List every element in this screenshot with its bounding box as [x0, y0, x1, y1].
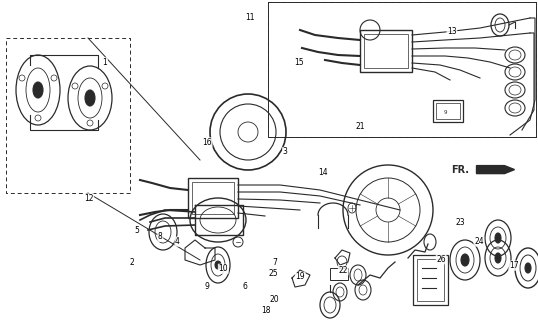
Bar	[268, 2, 536, 137]
Text: 23: 23	[455, 218, 465, 227]
Text: 21: 21	[356, 122, 365, 131]
Text: 15: 15	[294, 58, 303, 67]
Ellipse shape	[33, 82, 43, 98]
Text: 5: 5	[134, 226, 140, 235]
Text: 19: 19	[295, 272, 305, 281]
Bar	[330, 268, 348, 280]
Bar	[360, 30, 412, 72]
Text: 12: 12	[84, 194, 94, 203]
Bar	[413, 255, 448, 305]
Bar	[417, 259, 444, 301]
Text: 2: 2	[130, 258, 134, 267]
Text: 18: 18	[261, 306, 271, 315]
Ellipse shape	[461, 254, 469, 266]
Text: 4: 4	[175, 237, 180, 246]
Text: 9: 9	[443, 109, 447, 115]
Text: 16: 16	[202, 138, 212, 147]
Ellipse shape	[215, 261, 221, 269]
Text: 6: 6	[242, 282, 247, 291]
Text: 8: 8	[158, 232, 162, 241]
Bar	[188, 178, 238, 218]
Text: 22: 22	[338, 266, 348, 275]
FancyArrow shape	[477, 166, 514, 173]
Ellipse shape	[85, 90, 95, 106]
Bar	[433, 100, 463, 122]
Text: 20: 20	[270, 295, 279, 304]
Text: FR.: FR.	[451, 164, 470, 175]
Text: 10: 10	[218, 264, 228, 273]
Bar	[192, 182, 234, 214]
Text: 24: 24	[474, 237, 484, 246]
Bar	[364, 34, 408, 68]
Text: 3: 3	[282, 148, 288, 156]
Text: 14: 14	[318, 168, 328, 177]
Ellipse shape	[495, 233, 501, 243]
Text: 9: 9	[204, 282, 210, 291]
Text: 11: 11	[245, 13, 255, 22]
Ellipse shape	[525, 263, 531, 273]
Text: 25: 25	[268, 269, 278, 278]
Text: 17: 17	[509, 261, 519, 270]
Text: 13: 13	[447, 28, 457, 36]
Bar	[436, 103, 460, 119]
Ellipse shape	[495, 253, 501, 263]
Text: 1: 1	[103, 58, 107, 67]
Text: 26: 26	[436, 255, 446, 264]
Text: 7: 7	[272, 258, 277, 267]
